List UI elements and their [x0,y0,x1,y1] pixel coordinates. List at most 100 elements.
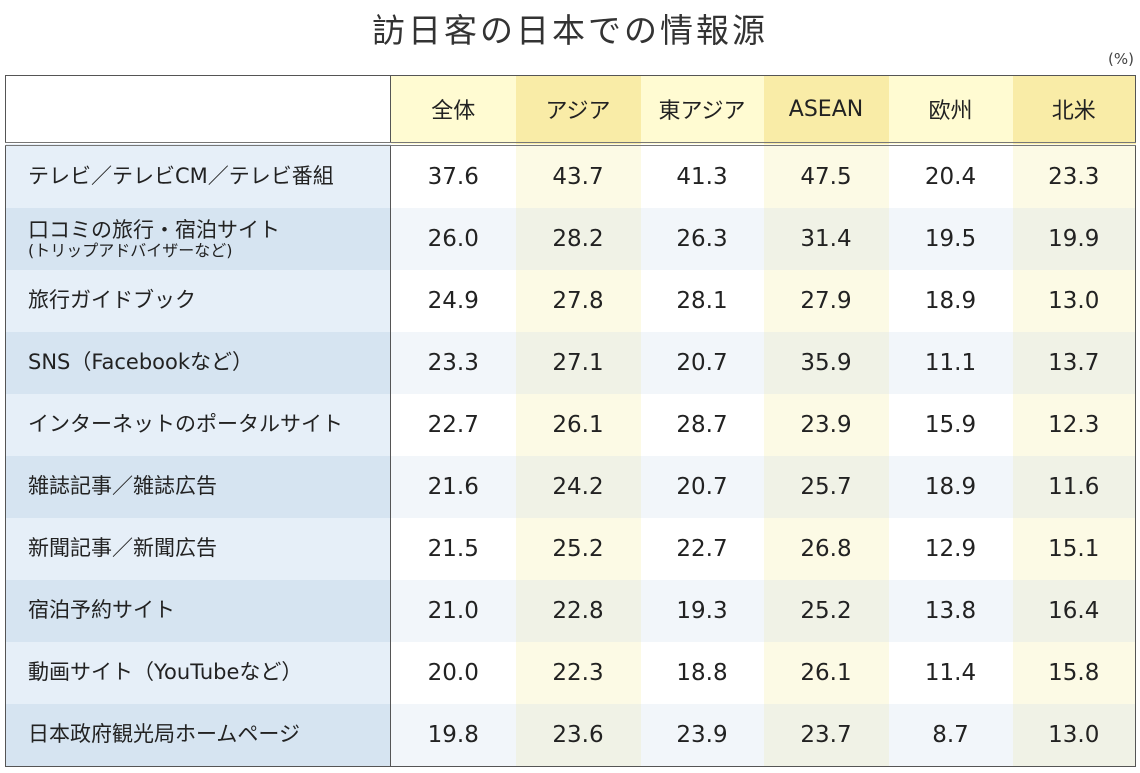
row-label: 宿泊予約サイト [5,580,391,642]
value-cell: 23.6 [515,704,641,767]
column-header: 全体 [390,75,516,146]
row-label-text: 宿泊予約サイト [28,598,175,623]
row-label-text: インターネットのポータルサイト [28,412,343,437]
table-row: SNS（Facebookなど） 23.3 27.1 20.7 35.9 11.1 13.7 [5,332,1136,394]
value-cell: 23.7 [763,704,889,767]
value-cell: 13.0 [1012,704,1136,767]
value-cell: 47.5 [763,144,889,208]
table-row: 日本政府観光局ホームページ 19.8 23.6 23.9 23.7 8.7 13.0 [5,704,1136,767]
value-cell: 11.6 [1012,456,1136,518]
column-header: 北米 [1012,75,1136,146]
value-cell: 8.7 [888,704,1013,767]
table-row: テレビ／テレビCM／テレビ番組 37.6 43.7 41.3 47.5 20.4 23.3 [5,144,1136,208]
value-cell: 20.7 [640,456,764,518]
value-cell: 12.9 [888,518,1013,580]
value-cell: 26.1 [515,394,641,456]
corner-cell [5,75,391,146]
value-cell: 26.3 [640,208,764,270]
table-row: 宿泊予約サイト 21.0 22.8 19.3 25.2 13.8 16.4 [5,580,1136,642]
row-label: インターネットのポータルサイト [5,394,391,456]
value-cell: 25.2 [515,518,641,580]
row-label: 雑誌記事／雑誌広告 [5,456,391,518]
value-cell: 23.3 [1012,144,1136,208]
column-header: アジア [515,75,641,146]
value-cell: 22.8 [515,580,641,642]
table-row: インターネットのポータルサイト 22.7 26.1 28.7 23.9 15.9 12.3 [5,394,1136,456]
value-cell: 13.7 [1012,332,1136,394]
value-cell: 31.4 [763,208,889,270]
table-row: 旅行ガイドブック 24.9 27.8 28.1 27.9 18.9 13.0 [5,270,1136,332]
row-label: 新聞記事／新聞広告 [5,518,391,580]
value-cell: 15.9 [888,394,1013,456]
value-cell: 23.9 [763,394,889,456]
value-cell: 18.8 [640,642,764,704]
value-cell: 15.1 [1012,518,1136,580]
value-cell: 28.2 [515,208,641,270]
table-row: 雑誌記事／雑誌広告 21.6 24.2 20.7 25.7 18.9 11.6 [5,456,1136,518]
value-cell: 13.0 [1012,270,1136,332]
value-cell: 43.7 [515,144,641,208]
value-cell: 37.6 [390,144,516,208]
row-label-text: 旅行ガイドブック [28,288,196,313]
row-label: 口コミの旅行・宿泊サイト (トリップアドバイザーなど) [5,208,391,270]
value-cell: 19.9 [1012,208,1136,270]
value-cell: 21.6 [390,456,516,518]
row-label: 日本政府観光局ホームページ [5,704,391,767]
table-row: 口コミの旅行・宿泊サイト (トリップアドバイザーなど) 26.0 28.2 26.3 31… [5,208,1136,270]
chart-title: 訪日客の日本での情報源 [372,11,768,50]
value-cell: 24.2 [515,456,641,518]
value-cell: 27.9 [763,270,889,332]
table-row: 新聞記事／新聞広告 21.5 25.2 22.7 26.8 12.9 15.1 [5,518,1136,580]
value-cell: 20.0 [390,642,516,704]
value-cell: 19.3 [640,580,764,642]
column-header: 東アジア [640,75,764,146]
value-cell: 26.8 [763,518,889,580]
value-cell: 26.1 [763,642,889,704]
row-label-text: 動画サイト（YouTubeなど） [28,660,303,685]
value-cell: 41.3 [640,144,764,208]
row-label-text: テレビ／テレビCM／テレビ番組 [28,164,334,189]
value-cell: 20.4 [888,144,1013,208]
value-cell: 12.3 [1012,394,1136,456]
value-cell: 23.9 [640,704,764,767]
row-label-text: 雑誌記事／雑誌広告 [28,474,217,499]
value-cell: 28.7 [640,394,764,456]
value-cell: 18.9 [888,270,1013,332]
value-cell: 28.1 [640,270,764,332]
row-label-note: (トリップアドバイザーなど) [28,240,233,260]
column-header: ASEAN [763,75,889,146]
value-cell: 22.3 [515,642,641,704]
value-cell: 11.1 [888,332,1013,394]
row-label-text: SNS（Facebookなど） [28,350,254,375]
value-cell: 18.9 [888,456,1013,518]
value-cell: 21.0 [390,580,516,642]
data-table: 全体 アジア 東アジア ASEAN 欧州 北米 テレビ／テレビCM／テレビ番組 37.6 43… [5,75,1136,767]
table-row: 動画サイト（YouTubeなど） 20.0 22.3 18.8 26.1 11.4 15.8 [5,642,1136,704]
value-cell: 13.8 [888,580,1013,642]
value-cell: 27.1 [515,332,641,394]
value-cell: 23.3 [390,332,516,394]
value-cell: 21.5 [390,518,516,580]
row-label: 動画サイト（YouTubeなど） [5,642,391,704]
value-cell: 24.9 [390,270,516,332]
column-header: 欧州 [888,75,1013,146]
value-cell: 22.7 [390,394,516,456]
value-cell: 19.8 [390,704,516,767]
row-label: SNS（Facebookなど） [5,332,391,394]
row-label-text: 日本政府観光局ホームページ [28,722,300,747]
value-cell: 15.8 [1012,642,1136,704]
row-label: 旅行ガイドブック [5,270,391,332]
value-cell: 27.8 [515,270,641,332]
value-cell: 22.7 [640,518,764,580]
value-cell: 35.9 [763,332,889,394]
value-cell: 11.4 [888,642,1013,704]
row-label-text: 新聞記事／新聞広告 [28,536,217,561]
unit-label: (%) [1108,50,1134,68]
value-cell: 20.7 [640,332,764,394]
value-cell: 26.0 [390,208,516,270]
row-label-text: 口コミの旅行・宿泊サイト [28,217,280,242]
value-cell: 19.5 [888,208,1013,270]
value-cell: 25.7 [763,456,889,518]
row-label: テレビ／テレビCM／テレビ番組 [5,144,391,208]
value-cell: 16.4 [1012,580,1136,642]
